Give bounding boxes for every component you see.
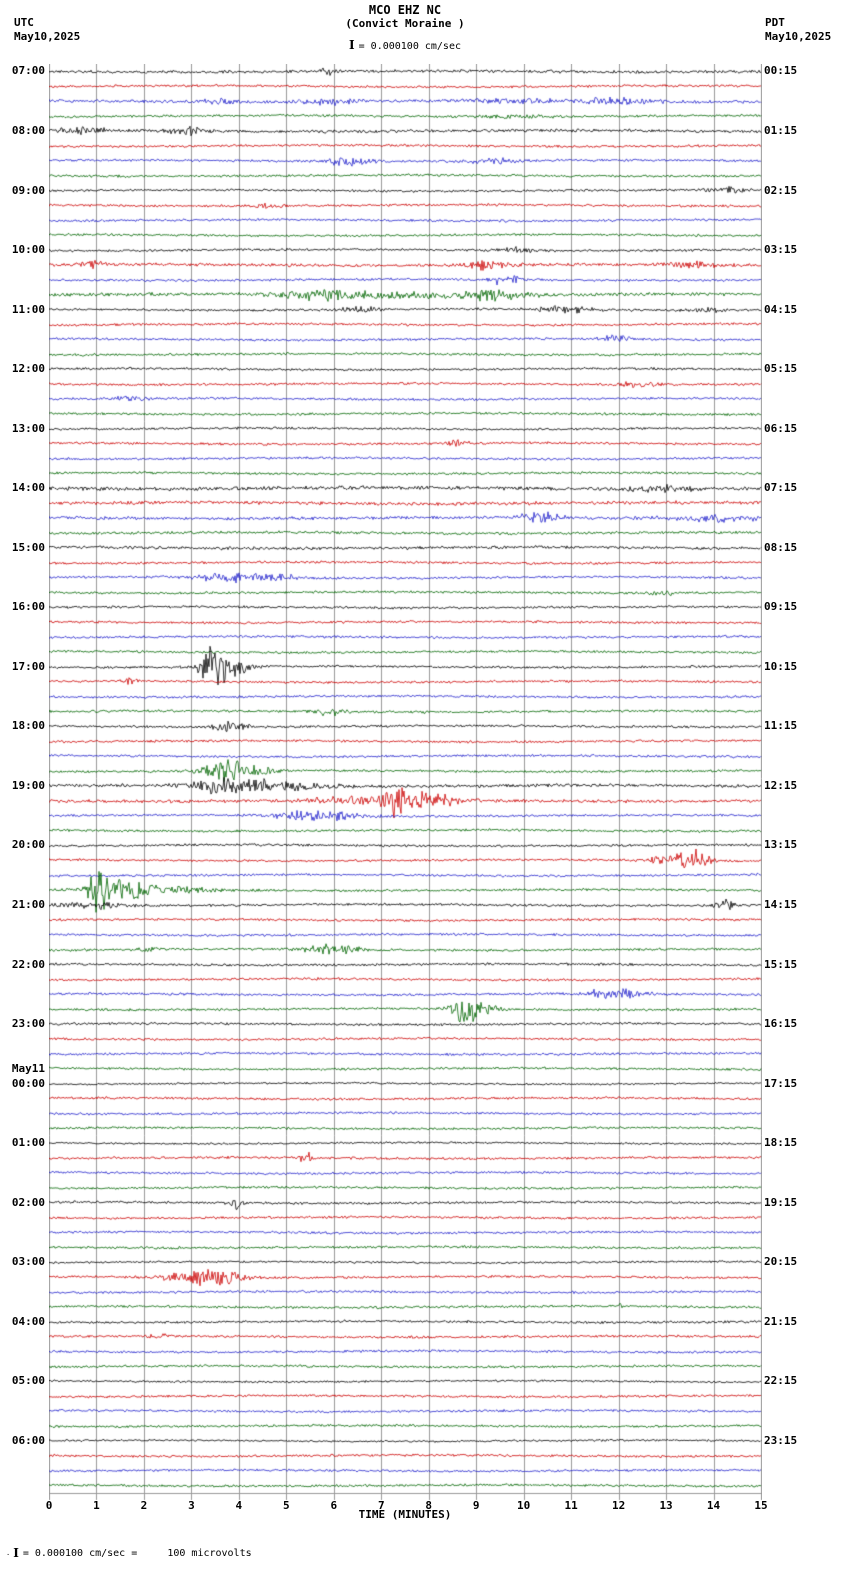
- pdt-hour-label: 04:15: [764, 303, 798, 316]
- x-axis-tick-label: 15: [754, 1499, 768, 1512]
- utc-hour-label: 00:00: [11, 1077, 45, 1090]
- x-axis-tick-label: 14: [706, 1499, 721, 1512]
- station-title: MCO EHZ NC: [368, 3, 442, 17]
- utc-hour-label: 19:00: [11, 779, 45, 792]
- utc-hour-label: 12:00: [11, 362, 45, 375]
- pdt-hour-label: 05:15: [764, 362, 798, 375]
- x-axis-tick-label: 1: [93, 1499, 100, 1512]
- x-axis-tick-label: 13: [659, 1499, 673, 1512]
- right-timezone-label: PDT: [765, 16, 785, 29]
- utc-hour-label: 18:00: [11, 719, 45, 732]
- utc-header: UTC May10,2025: [14, 16, 80, 44]
- x-axis-tick-label: 11: [564, 1499, 578, 1512]
- pdt-hour-label: 10:15: [764, 660, 798, 673]
- pdt-hour-label: 07:15: [764, 481, 798, 494]
- footer-scale-note: . I = 0.000100 cm/sec = 100 microvolts: [6, 1546, 252, 1560]
- utc-hour-label: 22:00: [11, 958, 45, 971]
- utc-hour-label: 23:00: [11, 1017, 45, 1030]
- pdt-hour-label: 01:15: [764, 124, 798, 137]
- utc-hour-label: 15:00: [11, 541, 45, 554]
- utc-hour-label: 08:00: [11, 124, 45, 137]
- x-axis-tick-label: 6: [330, 1499, 338, 1512]
- utc-hour-label: 14:00: [11, 481, 45, 494]
- x-axis-tick-label: 9: [472, 1499, 480, 1512]
- station-subtitle: (Convict Moraine ): [345, 17, 465, 30]
- footer-bracket-icon: I: [13, 1546, 19, 1560]
- station-header: MCO EHZ NC (Convict Moraine ): [345, 3, 464, 31]
- x-axis-tick-label: 8: [425, 1499, 433, 1512]
- x-axis-tick-label: 12: [611, 1499, 626, 1512]
- pdt-hour-label: 23:15: [764, 1434, 798, 1447]
- pdt-hour-label: 14:15: [764, 898, 798, 911]
- utc-hour-label: 02:00: [11, 1196, 45, 1209]
- pdt-hour-label: 15:15: [764, 958, 798, 971]
- utc-hour-label: 16:00: [11, 600, 45, 613]
- utc-hour-label: 10:00: [11, 243, 45, 256]
- utc-hour-label: 06:00: [11, 1434, 45, 1447]
- pdt-hour-label: 21:15: [764, 1315, 798, 1328]
- pdt-hour-label: 12:15: [764, 779, 798, 792]
- scale-label: = 0.000100 cm/sec: [358, 41, 461, 52]
- day-change-label: May11: [11, 1062, 45, 1075]
- pdt-hour-label: 19:15: [764, 1196, 798, 1209]
- x-axis-tick-label: 7: [377, 1499, 385, 1512]
- utc-hour-label: 05:00: [11, 1374, 45, 1387]
- scale-indicator: I = 0.000100 cm/sec: [349, 38, 461, 52]
- pdt-header: PDT May10,2025: [765, 16, 831, 44]
- pdt-hour-label: 20:15: [764, 1255, 798, 1268]
- utc-hour-label: 04:00: [11, 1315, 45, 1328]
- utc-hour-label: 01:00: [11, 1136, 45, 1149]
- seismogram-canvas: [49, 64, 762, 1503]
- utc-hour-label: 13:00: [11, 422, 45, 435]
- x-axis-tick-label: 3: [188, 1499, 195, 1512]
- utc-hour-label: 11:00: [11, 303, 45, 316]
- utc-hour-label: 07:00: [11, 64, 45, 77]
- pdt-hour-label: 18:15: [764, 1136, 798, 1149]
- footer-note-text: = 0.000100 cm/sec = 100 microvolts: [22, 1547, 252, 1559]
- pdt-hour-label: 08:15: [764, 541, 798, 554]
- x-axis-title: TIME (MINUTES): [358, 1508, 452, 1521]
- pdt-hour-label: 13:15: [764, 838, 798, 851]
- left-date-label: May10,2025: [14, 30, 81, 43]
- utc-hour-label: 17:00: [11, 660, 45, 673]
- x-axis-tick-label: 0: [45, 1499, 53, 1512]
- x-axis-tick-label: 5: [283, 1499, 290, 1512]
- pdt-hour-label: 02:15: [764, 184, 798, 197]
- pdt-hour-label: 16:15: [764, 1017, 798, 1030]
- x-axis-tick-label: 10: [517, 1499, 531, 1512]
- pdt-hour-label: 00:15: [764, 64, 798, 77]
- left-timezone-label: UTC: [14, 16, 34, 29]
- pdt-hour-label: 17:15: [764, 1077, 798, 1090]
- utc-hour-label: 03:00: [11, 1255, 45, 1268]
- pdt-hour-label: 22:15: [764, 1374, 798, 1387]
- footer-mark: .: [6, 1549, 11, 1557]
- pdt-hour-label: 09:15: [764, 600, 798, 613]
- utc-hour-label: 21:00: [11, 898, 45, 911]
- x-axis-tick-label: 2: [140, 1499, 148, 1512]
- pdt-hour-label: 03:15: [764, 243, 798, 256]
- utc-hour-label: 09:00: [11, 184, 45, 197]
- pdt-hour-label: 11:15: [764, 719, 798, 732]
- x-axis-tick-label: 4: [235, 1499, 243, 1512]
- pdt-hour-label: 06:15: [764, 422, 798, 435]
- utc-hour-label: 20:00: [11, 838, 45, 851]
- right-date-label: May10,2025: [765, 30, 832, 43]
- scale-bracket-icon: I: [349, 38, 355, 52]
